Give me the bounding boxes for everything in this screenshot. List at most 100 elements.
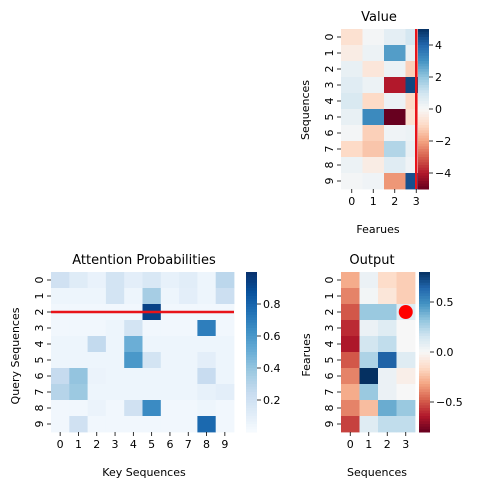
out-colorbar-segment [419,309,430,313]
value-y-tick-label: 9 [323,178,336,185]
value-colorbar-segment [418,90,429,94]
attn-x-tick-label: 0 [57,438,64,451]
attn-cell-r7-c5 [142,384,162,401]
attn-colorbar-segment [246,360,257,364]
out-cell-r8-c2 [378,400,397,417]
attn-cell-r3-c1 [69,320,88,337]
attn-colorbar-segment [246,290,257,294]
value-cell-r2-c1 [362,61,385,78]
value-cell-r1-c2 [384,45,406,62]
value-xlabel: Fearues [356,223,399,236]
out-cell-r1-c1 [359,288,379,305]
value-colorbar-segment [418,101,429,105]
attn-colorbar-segment [246,344,257,348]
out-y-tick-label: 6 [323,373,336,380]
out-y-tick-label: 5 [323,357,336,364]
out-colorbar-segment [419,325,430,329]
attn-cell-r0-c6 [160,272,180,289]
value-x-ticks: 0 1 2 3 [348,189,420,208]
out-colorbar-segment [419,365,430,369]
attn-colorbar-segment [246,386,257,390]
output-xlabel: Sequences [347,466,407,479]
out-colorbar-segment [419,306,430,310]
out-cell-r4-c1 [359,336,379,353]
value-colorbar-segment [418,93,429,97]
value-colorbar-segment [418,37,429,41]
output-ylabel: Fearues [300,333,313,376]
value-cell-r2-c0 [341,61,363,78]
attn-colorbar-tick-label: 0.6 [263,330,281,343]
attn-cell-r8-c1 [69,400,88,417]
attn-y-tick-label: 3 [33,325,46,332]
attn-cell-r9-c9 [215,416,235,433]
value-y-tick-label: 3 [323,82,336,89]
output-colorbar: 0.5 0.0 −0.5 [419,272,463,433]
attn-colorbar-segment [246,285,257,289]
attention-heatmap-panel: Attention Probabilities Query Sequences … [9,253,281,479]
value-colorbar-tick-label: −4 [435,167,451,180]
attn-colorbar-segment [246,325,257,329]
out-colorbar-segment [419,389,430,393]
out-colorbar-segment [419,418,430,422]
attn-colorbar-tick-label: 0.8 [263,298,281,311]
attn-colorbar-segment [246,272,257,276]
out-cell-r4-c2 [378,336,397,353]
value-cell-r4-c0 [341,93,363,110]
out-colorbar-segment [419,405,430,409]
out-cell-r5-c3 [396,352,416,369]
value-y-tick-label: 7 [323,146,336,153]
value-cell-r8-c1 [362,157,385,174]
value-colorbar-segment [418,47,429,51]
value-colorbar-segment [418,143,429,147]
attn-cell-r7-c1 [69,384,88,401]
attn-cell-r3-c6 [160,320,180,337]
attn-colorbar-segment [246,336,257,340]
value-colorbar-segment [418,71,429,75]
attn-x-tick-label: 8 [203,438,210,451]
out-colorbar-segment [419,328,430,332]
attn-colorbar-segment [246,384,257,388]
attn-y-tick-label: 1 [33,293,46,300]
attn-colorbar-segment [246,338,257,342]
attn-cell-r0-c4 [124,272,143,289]
out-cell-r0-c0 [341,272,360,289]
out-cell-r9-c2 [378,416,397,433]
out-colorbar-segment [419,360,430,364]
attn-colorbar-segment [246,378,257,382]
attn-colorbar-segment [246,306,257,310]
attn-cell-r6-c6 [160,368,180,385]
out-colorbar-segment [419,368,430,372]
out-colorbar-segment [419,416,430,420]
out-x-tick-label: 1 [365,438,372,451]
out-y-tick-label: 0 [323,277,336,284]
attn-y-tick-label: 7 [33,389,46,396]
value-colorbar-segment [418,45,429,49]
out-colorbar-segment [419,421,430,425]
out-colorbar-segment [419,336,430,340]
attn-cell-r9-c0 [51,416,70,433]
out-colorbar-segment [419,413,430,417]
out-colorbar-segment [419,381,430,385]
attn-y-tick-label: 0 [33,277,46,284]
attn-cell-r7-c3 [105,384,125,401]
attn-cell-r7-c7 [179,384,198,401]
attn-cell-r6-c7 [179,368,198,385]
out-cell-r4-c3 [396,336,416,353]
attn-cell-r4-c5 [142,336,162,353]
out-y-tick-label: 4 [323,341,336,348]
attn-colorbar-segment [246,322,257,326]
attn-cell-r8-c3 [105,400,125,417]
attn-colorbar-segment [246,354,257,358]
attn-cell-r5-c6 [160,352,180,369]
out-cell-r3-c2 [378,320,397,337]
attn-colorbar-segment [246,405,257,409]
out-cell-r8-c0 [341,400,360,417]
attn-cell-r1-c1 [69,288,88,305]
out-y-tick-label: 9 [323,421,336,428]
value-cell-r8-c2 [384,157,406,174]
attn-cell-r7-c4 [124,384,143,401]
out-cell-r2-c2 [378,304,397,321]
attention-cells [51,272,235,433]
out-highlight-marker [398,305,413,319]
attn-colorbar-segment [246,293,257,297]
